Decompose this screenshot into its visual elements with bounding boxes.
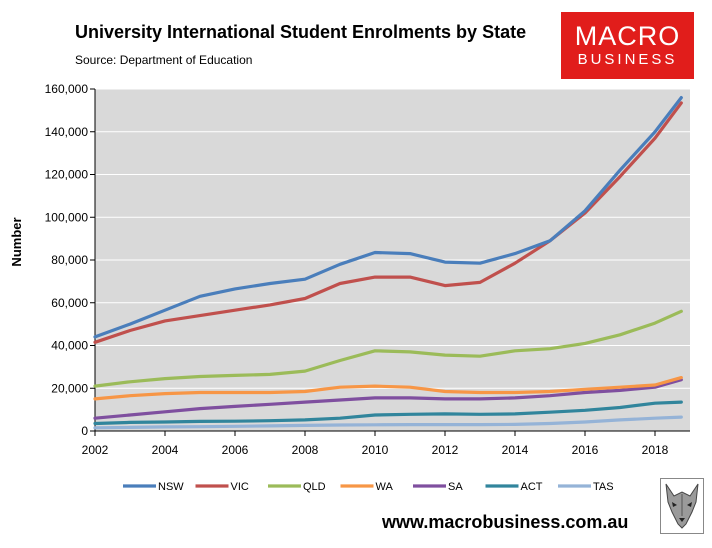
legend-label-nsw: NSW — [158, 481, 184, 493]
y-axis-label: Number — [9, 217, 24, 266]
logo-text-business: BUSINESS — [577, 51, 678, 68]
y-tick-label: 20,000 — [51, 381, 88, 395]
legend-label-act: ACT — [521, 481, 543, 493]
legend-label-vic: VIC — [231, 481, 249, 493]
y-tick-label: 120,000 — [45, 168, 89, 182]
legend-label-qld: QLD — [303, 481, 326, 493]
series-line-nsw — [93, 95, 683, 339]
x-axis-ticks: 2002 2004 2006 2008 2010 2012 2014 2016 2018 — [82, 431, 669, 457]
y-tick-label: 80,000 — [51, 253, 88, 267]
x-tick-label: 2006 — [222, 443, 249, 457]
legend-label-sa: SA — [448, 481, 463, 493]
series-lines — [93, 95, 683, 430]
x-tick-label: 2018 — [642, 443, 669, 457]
y-tick-label: 40,000 — [51, 339, 88, 353]
series-line-act — [93, 400, 683, 426]
y-axis-ticks: 0 20,000 40,000 60,000 80,000 100,000 120,000 1… — [45, 82, 95, 438]
x-tick-label: 2002 — [82, 443, 109, 457]
x-tick-label: 2014 — [502, 443, 529, 457]
legend-label-wa: WA — [376, 481, 394, 493]
x-tick-label: 2012 — [432, 443, 459, 457]
wolf-icon — [660, 478, 704, 534]
x-tick-label: 2004 — [152, 443, 179, 457]
website-url[interactable]: www.macrobusiness.com.au — [382, 512, 629, 532]
chart-title: University International Student Enrolme… — [75, 22, 527, 42]
chart-source: Source: Department of Education — [75, 53, 253, 67]
series-line-wa — [93, 376, 683, 401]
logo-text-macro: MACRO — [574, 21, 681, 51]
series-line-qld — [93, 309, 683, 388]
y-tick-label: 100,000 — [45, 210, 89, 224]
y-tick-label: 60,000 — [51, 296, 88, 310]
series-line-tas — [93, 415, 683, 430]
series-line-vic — [93, 101, 683, 344]
macrobusiness-logo[interactable]: MACRO BUSINESS — [561, 12, 694, 79]
y-tick-label: 0 — [81, 424, 88, 438]
y-tick-label: 160,000 — [45, 82, 89, 96]
x-tick-label: 2016 — [572, 443, 599, 457]
legend-label-tas: TAS — [593, 481, 614, 493]
legend: NSW VIC QLD WA SA ACT TAS — [123, 481, 614, 493]
y-tick-label: 140,000 — [45, 125, 89, 139]
series-line-sa — [93, 378, 683, 420]
x-tick-label: 2008 — [292, 443, 319, 457]
x-tick-label: 2010 — [362, 443, 389, 457]
